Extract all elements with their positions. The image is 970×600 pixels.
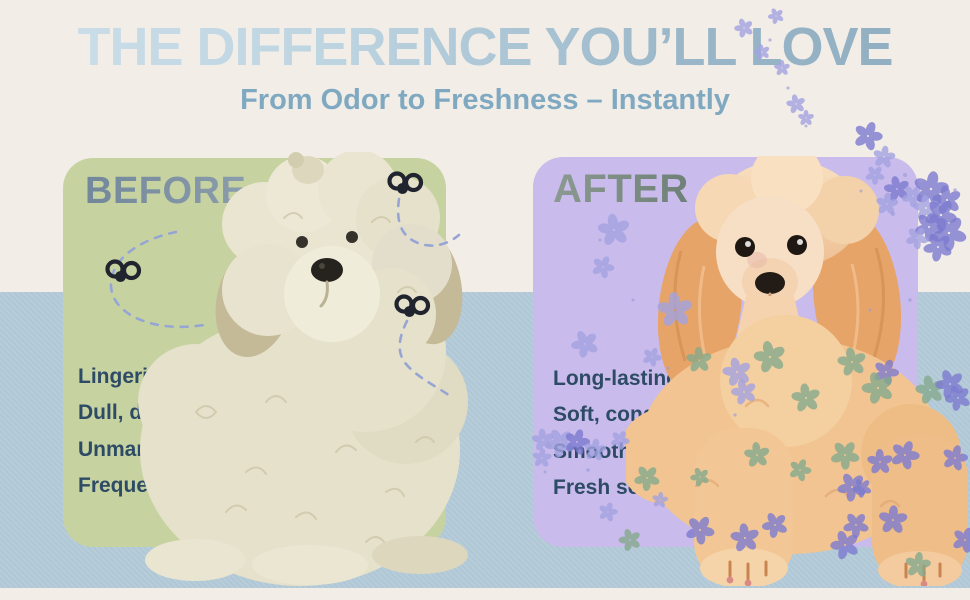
poodle-eye [735,237,755,257]
flower-doodle [852,120,884,152]
page-subtitle: From Odor to Freshness – Instantly [240,84,730,116]
dog-head [215,152,463,360]
before-label: BEFORE [85,170,247,212]
groomed-apricot-poodle-photo [626,156,968,586]
page-title: THE DIFFERENCE YOU’LL LOVE [0,16,970,78]
dog-eye [346,231,358,243]
dog-eye [296,236,308,248]
poodle-head [695,156,879,308]
dog-face [296,231,358,308]
poodle-nose [755,272,785,294]
poodle-eye [787,235,807,255]
after-label: AFTER [553,167,689,211]
sparkle-dot [804,124,808,128]
dog-nose [311,258,343,282]
scruffy-cream-dog-photo [138,152,468,586]
fur-curls [195,212,435,543]
